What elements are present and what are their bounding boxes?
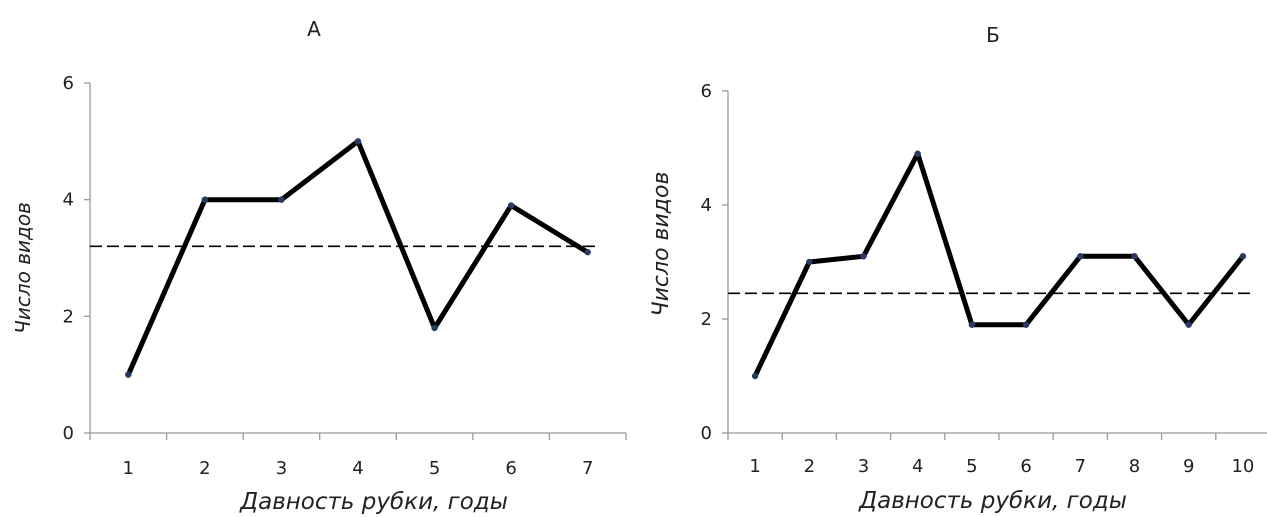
chart-b-x-tick-label: 7 [1075, 456, 1086, 477]
chart-b-data-point [968, 321, 976, 328]
chart-a-x-tick-label: 3 [276, 458, 287, 479]
chart-a-data-point [201, 196, 209, 203]
chart-a-y-tick-label: 0 [63, 423, 74, 444]
chart-b-series-line [752, 151, 1246, 379]
chart-a-data-point [507, 202, 515, 209]
chart-a: А 0 2 4 6 1 2 3 4 5 6 7 Давность рубки, годы Число ви… [11, 17, 627, 515]
chart-a-x-tick-label: 4 [352, 458, 363, 479]
chart-b: Б 0 2 4 6 1 2 3 4 5 6 7 8 9 10 Давность рубки, годы Числ… [649, 23, 1267, 514]
chart-b-data-point [751, 372, 759, 380]
chart-a-data-point [278, 196, 285, 203]
chart-b-data-point [1131, 253, 1138, 260]
chart-b-data-point [1022, 321, 1030, 328]
chart-b-data-point [1239, 253, 1247, 260]
chart-b-title: Б [986, 23, 1000, 47]
chart-a-x-axis-label: Давность рубки, годы [239, 489, 508, 515]
chart-b-data-point [1077, 253, 1084, 260]
chart-b-y-tick-label: 4 [701, 195, 712, 216]
chart-a-y-tick-label: 2 [63, 306, 74, 327]
chart-b-y-tick-label: 2 [701, 309, 712, 330]
chart-b-x-tick-label: 9 [1183, 456, 1194, 477]
chart-a-y-tick-label: 4 [63, 190, 74, 211]
chart-a-x-tick-label: 1 [123, 458, 134, 479]
chart-a-x-tick-label: 2 [199, 458, 210, 479]
chart-a-title: А [307, 17, 321, 41]
chart-a-y-axis-label: Число видов [11, 202, 35, 334]
chart-a-data-point [584, 248, 591, 256]
chart-a-data-point [125, 371, 132, 378]
chart-b-x-tick-label: 10 [1231, 456, 1254, 477]
chart-b-x-tick-label: 1 [749, 456, 760, 477]
chart-b-x-axis-label: Давность рубки, годы [858, 488, 1127, 514]
chart-a-data-point [354, 138, 362, 145]
chart-b-data-point [1185, 321, 1192, 328]
chart-b-x-tick-label: 2 [804, 456, 815, 477]
chart-b-x-tick-label: 5 [966, 456, 977, 477]
chart-a-data-point [431, 324, 438, 332]
chart-b-x-tick-label: 8 [1129, 456, 1140, 477]
chart-a-y-tick-label: 6 [63, 73, 74, 94]
chart-a-series-line [125, 138, 591, 378]
chart-b-x-tick-label: 4 [912, 456, 923, 477]
chart-b-y-axis-label: Число видов [649, 172, 674, 317]
chart-b-data-point [806, 258, 813, 266]
chart-b-data-point [914, 150, 921, 157]
chart-b-x-tick-label: 3 [858, 456, 869, 477]
chart-b-y-tick-label: 0 [701, 423, 712, 444]
chart-b-data-point [860, 253, 867, 260]
chart-b-y-tick-label: 6 [701, 81, 712, 102]
chart-a-x-tick-label: 5 [429, 458, 440, 479]
chart-a-x-tick-label: 7 [582, 458, 593, 479]
chart-a-x-tick-label: 6 [505, 458, 516, 479]
chart-b-x-tick-label: 6 [1020, 456, 1031, 477]
